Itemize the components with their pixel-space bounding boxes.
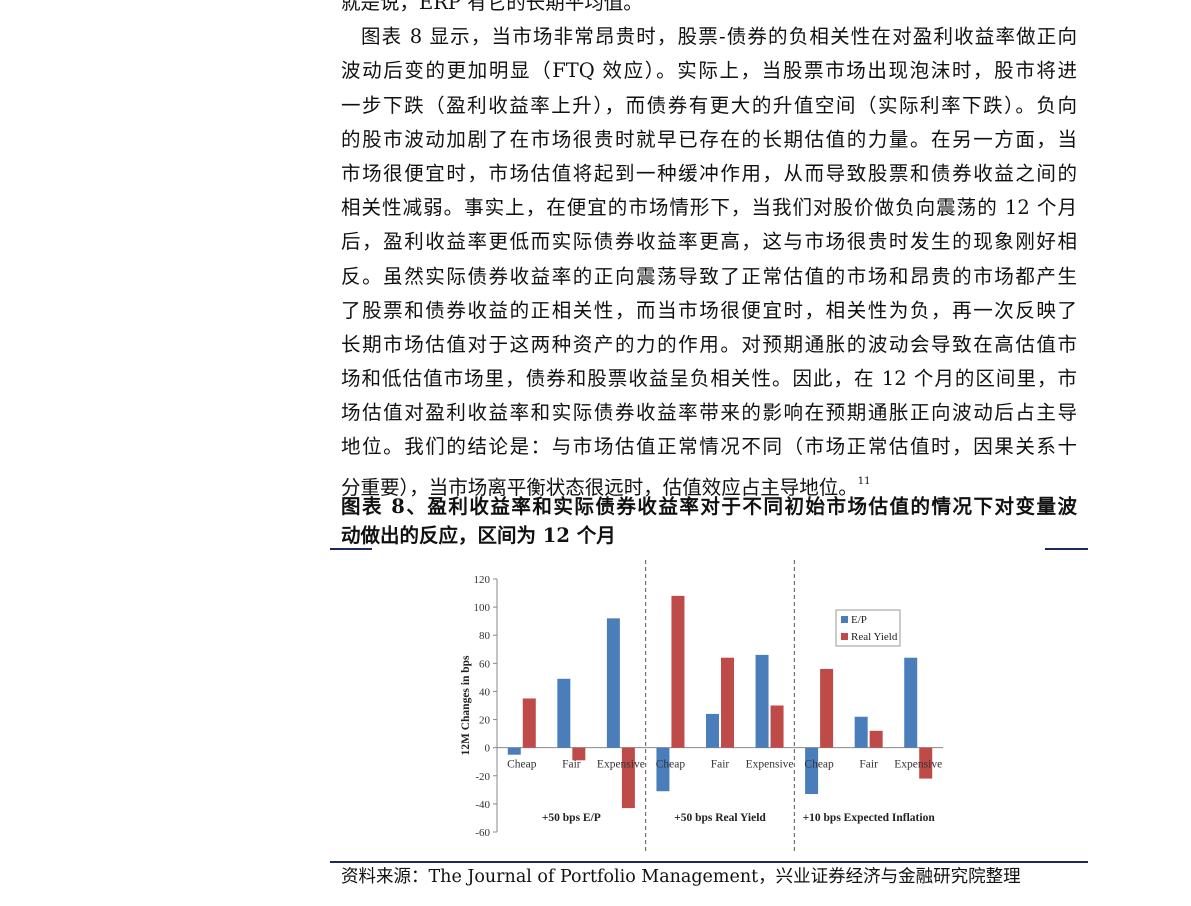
paragraph-line: 相关性减弱。事实上，在便宜的市场情形下，当我们对股价做负向震荡的 12 个月 [341,196,1077,220]
bar-real-yield [820,668,834,748]
figure-bottom-rule [330,861,1088,863]
category-label: Fair [859,759,878,771]
paragraph-line: 波动后变的更加明显（FTQ 效应）。实际上，当股票市场出现泡沫时，股市将进 [341,59,1077,83]
legend-swatch [841,633,848,640]
y-tick-label: -20 [475,771,490,783]
category-label: Cheap [507,759,537,771]
legend-swatch [841,616,848,623]
category-label: Expensive [597,759,645,771]
y-tick-label: 120 [474,574,491,586]
y-tick-label: -40 [475,799,490,811]
figure-title: 图表 8、盈利收益率和实际债券收益率对于不同初始市场估值的情况下对变量波 动做出… [341,492,1077,550]
paragraph-line: 长期市场估值对于这两种资产的力的作用。对预期通胀的波动会导致在高估值市 [341,332,1077,356]
paragraph-line: 市场很便宜时，市场估值将起到一种缓冲作用，从而导致股票和债券收益之间的 [341,161,1077,185]
paragraph-line: 图表 8 显示，当市场非常昂贵时，股票-债券的负相关性在对盈利收益率做正向 [361,25,1077,49]
paragraph-line: 一步下跌（盈利收益率上升），而债券有更大的升值空间（实际利率下跌）。负向 [341,93,1077,117]
y-tick-label: 80 [479,630,491,642]
y-axis-title: 12M Changes in bps [460,655,472,756]
bar-real-yield [572,747,586,761]
paragraph-line: 后，盈利收益率更低而实际债券收益率更高，这与市场很贵时发生的现象刚好相 [341,230,1077,254]
category-label: Fair [711,759,730,771]
bar-real-yield [721,657,734,748]
bar-real-yield [522,698,536,748]
group-label: +50 bps Real Yield [674,812,766,824]
y-tick-label: 20 [479,715,491,727]
source-note: 资料来源：The Journal of Portfolio Management… [341,867,1021,887]
paragraph-line: 就是说，ERP 有它的长期平均值。 [341,0,643,14]
bar-ep [755,654,769,748]
group-label: +50 bps E/P [542,812,601,824]
y-tick-label: 100 [474,602,491,614]
body-paragraph: 就是说，ERP 有它的长期平均值。图表 8 显示，当市场非常昂贵时，股票-债券的… [341,0,1077,499]
y-tick-label: 40 [479,686,491,698]
group-label: +10 bps Expected Inflation [803,812,936,824]
bar-ep [606,618,620,748]
category-label: Expensive [894,759,942,771]
bar-chart: -60 -40 -20 0 20 40 60 80 100 120 12M Changes in b… [460,560,943,852]
bar-real-yield [621,747,635,809]
figure-top-rule-left [330,548,372,550]
bar-real-yield [869,730,883,748]
figure-title-line-1: 图表 8、盈利收益率和实际债券收益率对于不同初始市场估值的情况下对变量波 [341,495,1077,518]
bar-real-yield [671,595,685,748]
category-label: Cheap [656,759,686,771]
bar-ep [656,747,670,792]
y-tick-label: 0 [485,743,491,755]
bar-real-yield [770,705,784,748]
paragraph-line: 分重要），当市场离平衡状态很远时，估值效应占主导地位。11 [341,475,871,499]
paragraph-line: 了股票和债券收益的正相关性，而当市场很便宜时，相关性为负，再一次反映了 [341,298,1077,322]
legend-label: Real Yield [851,631,898,643]
category-label: Expensive [746,759,794,771]
bar-ep [805,747,819,795]
figure-title-line-2: 动做出的反应，区间为 12 个月 [341,524,616,547]
bar-ep [706,713,719,748]
paragraph-line: 的股市波动加剧了在市场很贵时就早已存在的长期估值的力量。在另一方面，当 [341,127,1077,151]
y-tick-label: -60 [475,827,490,839]
paragraph-line: 场和低估值市场里，债券和股票收益呈负相关性。因此，在 12 个月的区间里，市 [341,367,1077,391]
bar-ep [854,716,868,748]
bar-ep [507,747,521,755]
category-label: Cheap [804,759,834,771]
footnote-marker: 11 [857,475,871,487]
category-label: Fair [562,759,581,771]
paragraph-line: 地位。我们的结论是：与市场估值正常情况不同（市场正常估值时，因果关系十 [341,435,1077,459]
y-tick-label: 60 [479,658,491,670]
bar-ep [904,657,918,748]
bar-real-yield [919,747,933,779]
legend-label: E/P [851,614,867,626]
figure-top-rule-right [1045,548,1088,550]
paragraph-line: 反。虽然实际债券收益率的正向震荡导致了正常估值的市场和昂贵的市场都产生 [341,264,1077,288]
bar-ep [557,678,571,748]
paragraph-line: 场估值对盈利收益率和实际债券收益率带来的影响在预期通胀正向波动后占主导 [341,401,1077,425]
